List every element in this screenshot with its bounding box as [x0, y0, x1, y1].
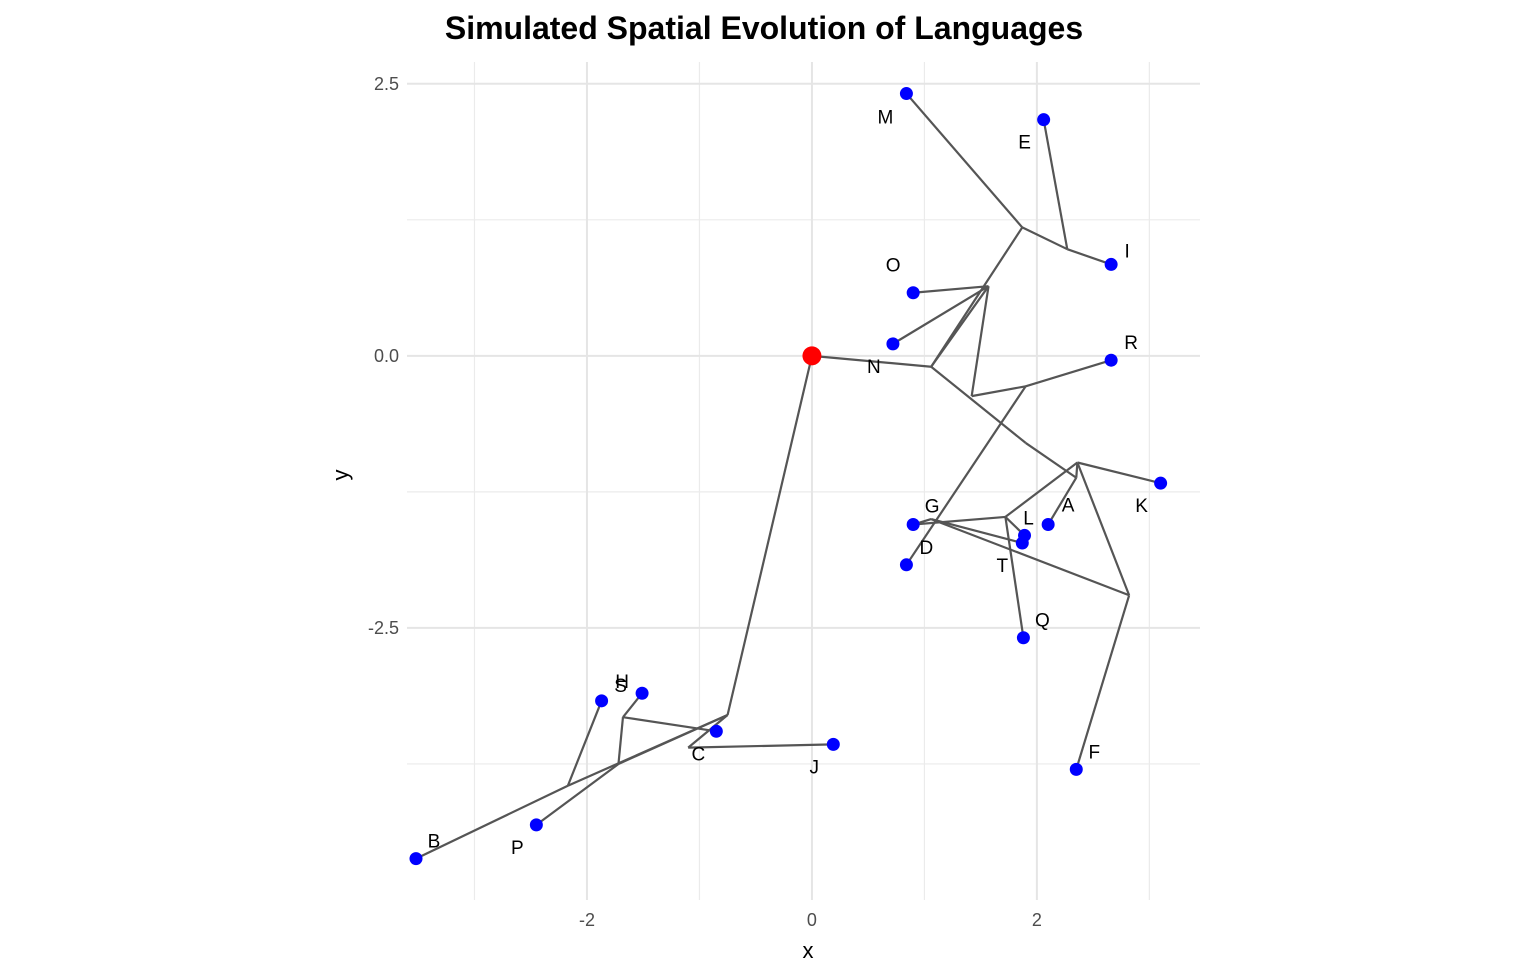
tree-edges — [415, 92, 1161, 860]
tree-edge — [971, 385, 1026, 398]
tree-edge — [1025, 359, 1112, 388]
tree-edge — [1077, 461, 1161, 485]
tree-edge — [1076, 462, 1131, 596]
language-point — [1069, 762, 1083, 776]
y-axis-title: y — [328, 470, 353, 481]
tree-edge — [930, 518, 1023, 545]
tree-edge — [688, 743, 834, 749]
language-labels: A B C D E F G H I J K L M N O P Q R S T — [428, 108, 1149, 859]
x-axis-ticks: -2 0 2 — [579, 910, 1042, 930]
language-label: H — [615, 672, 629, 693]
language-point — [1104, 353, 1118, 367]
language-label: I — [1124, 241, 1129, 262]
tree-edge — [1047, 477, 1078, 526]
language-label: T — [996, 556, 1008, 577]
language-label: C — [691, 744, 705, 765]
language-label: G — [925, 497, 940, 518]
tree-edge — [535, 763, 620, 826]
tree-edge — [811, 354, 932, 368]
language-point — [1015, 536, 1029, 550]
language-point — [826, 737, 840, 751]
language-label: D — [920, 538, 934, 559]
language-point — [1104, 257, 1118, 271]
tree-edge — [566, 700, 603, 787]
language-point — [1154, 476, 1168, 490]
language-label: A — [1062, 496, 1075, 517]
language-label: N — [867, 357, 881, 378]
language-point — [1041, 518, 1055, 532]
tree-edge — [1042, 119, 1069, 250]
tree-edge — [913, 515, 1006, 526]
minor-gridlines — [407, 62, 1200, 900]
tree-edge — [1004, 516, 1025, 638]
language-points — [409, 87, 1168, 866]
language-point — [595, 694, 609, 708]
language-label: K — [1135, 496, 1148, 517]
language-point — [1016, 631, 1030, 645]
language-point — [635, 686, 649, 700]
root-point — [802, 346, 822, 366]
language-label: P — [511, 838, 524, 859]
tree-edge — [617, 717, 625, 765]
tree-edge — [1075, 594, 1131, 770]
major-gridlines — [407, 62, 1200, 900]
language-label: O — [886, 256, 901, 277]
x-tick-label: 0 — [807, 910, 817, 930]
language-point — [906, 286, 920, 300]
tree-edge — [930, 518, 1130, 597]
language-point — [899, 87, 913, 101]
tree-edge — [930, 226, 1024, 368]
tree-edge — [905, 92, 1024, 229]
language-label: E — [1018, 133, 1031, 154]
tree-edge — [1066, 248, 1112, 266]
y-tick-label: 0.0 — [374, 346, 399, 366]
tree-edge — [913, 285, 989, 294]
tree-edge — [892, 285, 990, 345]
language-label: L — [1023, 508, 1034, 529]
language-label: M — [878, 108, 894, 129]
y-tick-label: 2.5 — [374, 74, 399, 94]
tree-edge — [687, 714, 729, 749]
language-label: F — [1088, 742, 1100, 763]
tree-edge — [1021, 226, 1068, 251]
y-tick-label: -2.5 — [368, 618, 399, 638]
tree-edge — [567, 713, 729, 787]
tree-edge — [1004, 461, 1079, 518]
x-axis-title: x — [803, 938, 814, 963]
language-label: B — [428, 832, 441, 853]
chart-title: Simulated Spatial Evolution of Languages — [445, 10, 1083, 46]
language-point — [906, 518, 920, 532]
language-label: J — [810, 757, 820, 778]
language-point — [529, 818, 543, 832]
y-axis-ticks: 2.5 0.0 -2.5 — [368, 74, 399, 638]
language-label: R — [1124, 333, 1138, 354]
language-label: Q — [1035, 611, 1050, 632]
language-point — [409, 852, 423, 866]
tree-edge — [415, 784, 569, 860]
tree-edge — [930, 365, 1027, 444]
x-tick-label: -2 — [579, 910, 595, 930]
language-point — [899, 558, 913, 572]
x-tick-label: 2 — [1032, 910, 1042, 930]
language-point — [886, 337, 900, 351]
language-point — [1037, 113, 1051, 127]
tree-edge — [1025, 442, 1077, 479]
tree-edge — [970, 286, 990, 397]
language-point — [709, 724, 723, 738]
tree-edge — [726, 355, 814, 716]
tree-edge — [622, 716, 717, 733]
language-label: S — [614, 676, 627, 697]
tree-edge — [905, 385, 1027, 566]
